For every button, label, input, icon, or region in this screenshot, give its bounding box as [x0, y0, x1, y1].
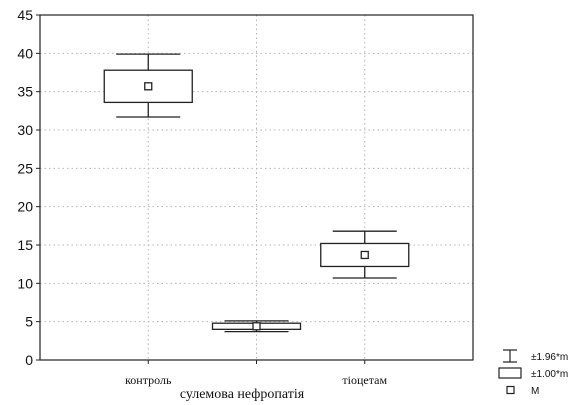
- x-axis: контроль тіоцетам: [125, 360, 387, 387]
- boxes-layer: [103, 53, 410, 333]
- legend-item: ±1.00*m: [498, 367, 568, 380]
- legend-mean-icon: [506, 385, 515, 395]
- legend-item: M: [506, 385, 539, 397]
- y-tick-label: 15: [17, 237, 33, 253]
- box-group: [320, 230, 410, 279]
- y-tick-label: 10: [17, 275, 33, 291]
- mean-marker: [360, 250, 369, 260]
- legend-label: ±1.00*m: [531, 369, 568, 380]
- y-tick-label: 0: [25, 352, 33, 368]
- y-tick-label: 35: [17, 84, 33, 100]
- legend-label: ±1.96*m: [531, 352, 568, 363]
- legend: ±1.96*m ±1.00*m M: [498, 349, 568, 397]
- legend-label: M: [531, 386, 539, 397]
- box-group: [211, 320, 302, 333]
- legend-item: ±1.96*m: [503, 349, 568, 363]
- x-tick-label: контроль: [125, 373, 172, 387]
- x-tick-label: тіоцетам: [342, 373, 387, 387]
- y-tick-label: 5: [25, 314, 33, 330]
- y-axis: 0 5 10 15 20 25 30 35 40 45: [17, 7, 40, 368]
- box-group: [103, 53, 193, 118]
- y-tick-label: 25: [17, 160, 33, 176]
- mean-marker: [144, 82, 153, 91]
- y-tick-label: 20: [17, 199, 33, 215]
- y-tick-label: 40: [17, 45, 33, 61]
- x-axis-title: сулемова нефропатія: [180, 387, 305, 402]
- y-tick-label: 30: [17, 122, 33, 138]
- legend-box-icon: [498, 367, 522, 379]
- y-tick-label: 45: [17, 7, 33, 23]
- mean-marker: [252, 322, 261, 331]
- grid-layer: [40, 15, 473, 360]
